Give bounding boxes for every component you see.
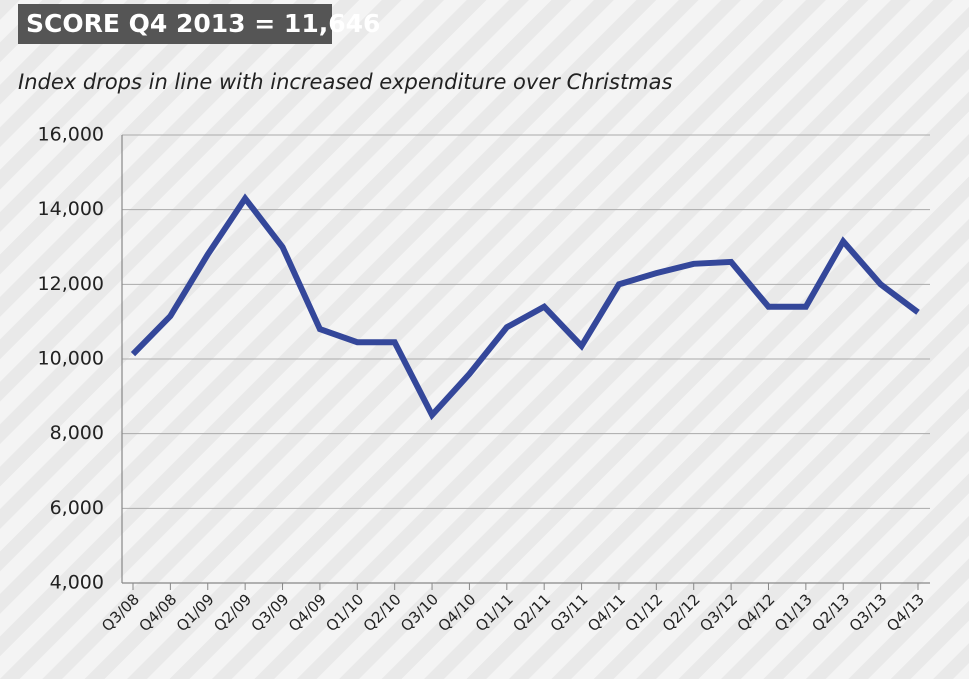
y-tick-label: 10,000 [38,348,104,370]
y-tick-label: 14,000 [38,198,104,220]
y-tick-label: 16,000 [38,124,104,146]
chart-subtitle: Index drops in line with increased expen… [18,70,673,94]
y-tick-label: 6,000 [50,497,104,519]
y-tick-label: 12,000 [38,273,104,295]
y-tick-label: 8,000 [50,422,104,444]
title-box [18,4,332,44]
data-line [130,193,920,421]
y-tick-label: 4,000 [50,572,104,594]
chart-title: SCORE Q4 2013 = 11,646 [26,9,380,38]
